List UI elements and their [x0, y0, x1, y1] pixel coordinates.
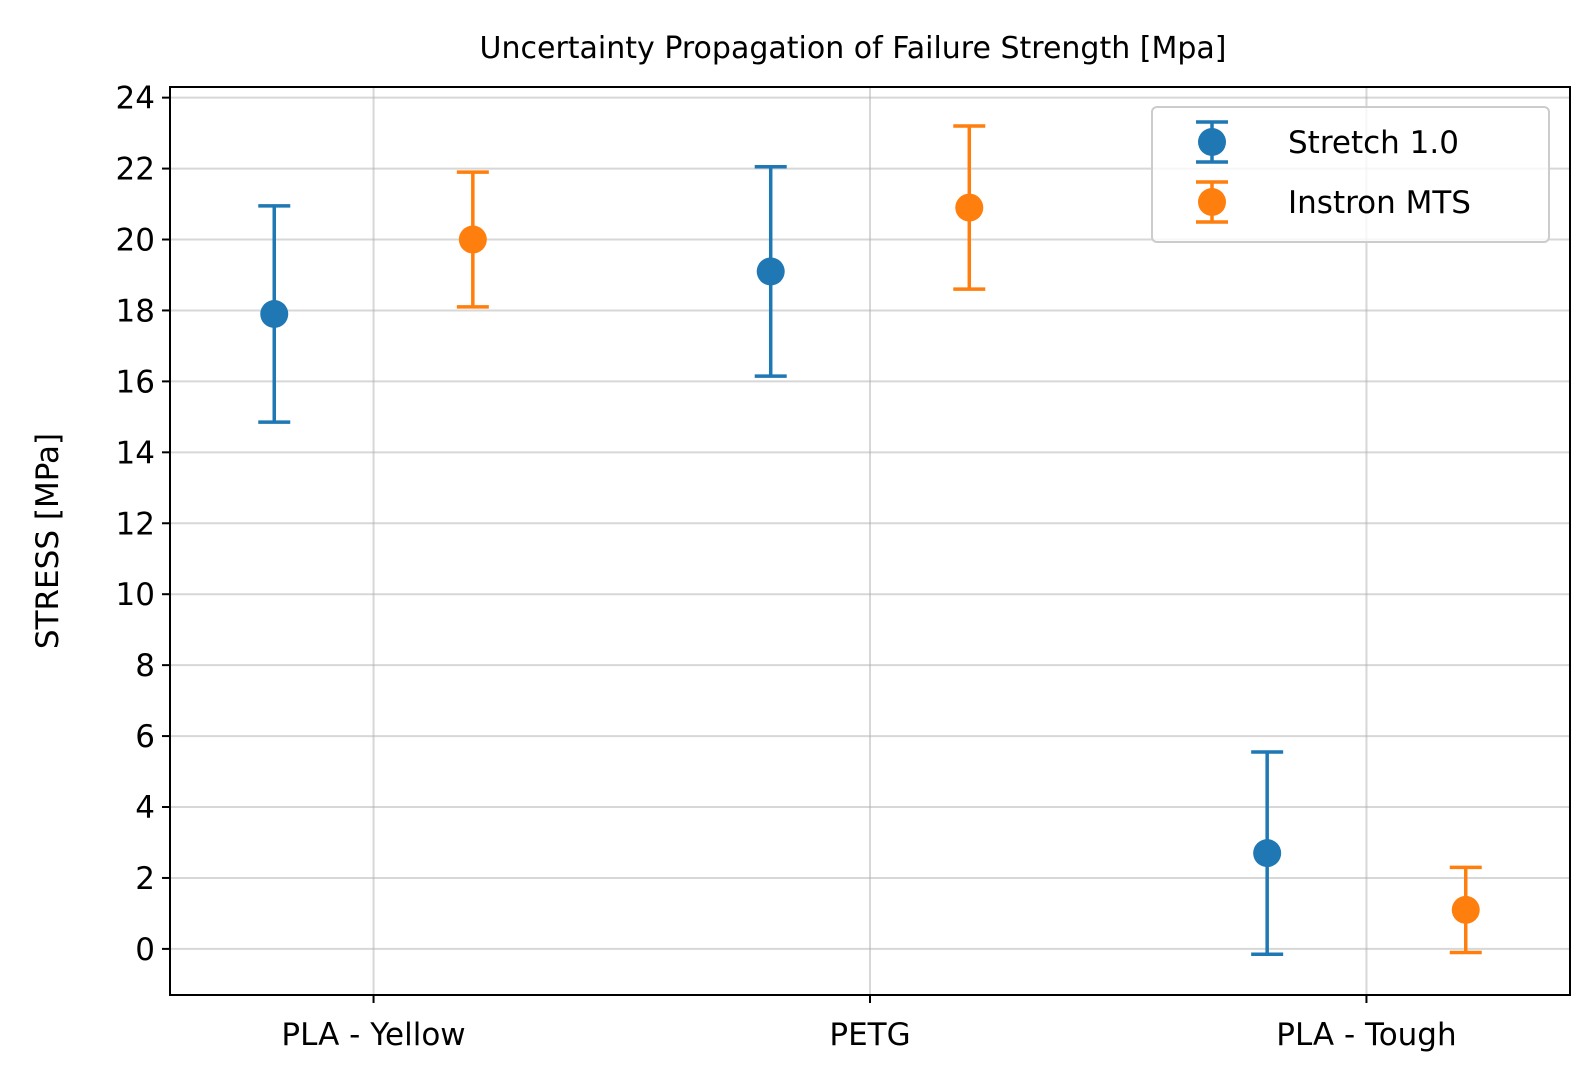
legend-marker	[1198, 188, 1226, 216]
y-tick-label: 8	[135, 648, 155, 684]
legend-marker	[1198, 128, 1226, 156]
x-tick-label: PLA - Yellow	[281, 1017, 465, 1053]
legend-label: Instron MTS	[1288, 185, 1471, 221]
x-tick-label: PETG	[829, 1017, 910, 1053]
series-0	[258, 165, 1284, 956]
legend-box	[1151, 106, 1550, 243]
data-point	[756, 257, 785, 286]
data-point	[260, 300, 289, 328]
y-tick-label: 4	[135, 790, 155, 826]
data-point	[1253, 839, 1282, 868]
y-tick-label: 2	[135, 861, 155, 897]
y-tick-label: 14	[116, 435, 155, 471]
y-tick-label: 0	[135, 932, 155, 968]
series-1	[456, 124, 1482, 955]
chart-title: Uncertainty Propagation of Failure Stren…	[480, 31, 1227, 66]
y-tick-label: 22	[116, 152, 155, 188]
legend: Stretch 1.0 Instron MTS	[1151, 106, 1550, 243]
data-point	[458, 225, 487, 254]
y-tick-label: 20	[116, 223, 155, 259]
y-tick-label: 18	[116, 293, 155, 329]
y-tick-label: 10	[116, 577, 155, 613]
x-axis: PLA - Yellow PETG PLA - Tough	[281, 995, 1457, 1053]
x-tick-label: PLA - Tough	[1276, 1017, 1456, 1053]
plot-area	[258, 124, 1482, 956]
data-point	[1451, 895, 1480, 924]
y-tick-label: 24	[116, 81, 155, 117]
y-tick-label: 6	[135, 719, 155, 755]
legend-label: Stretch 1.0	[1288, 125, 1459, 161]
y-axis-label: STRESS [MPa]	[30, 433, 66, 649]
y-tick-label: 12	[116, 506, 155, 542]
y-tick-label: 16	[116, 364, 155, 400]
grid-lines	[170, 87, 1570, 995]
data-point	[955, 193, 984, 222]
